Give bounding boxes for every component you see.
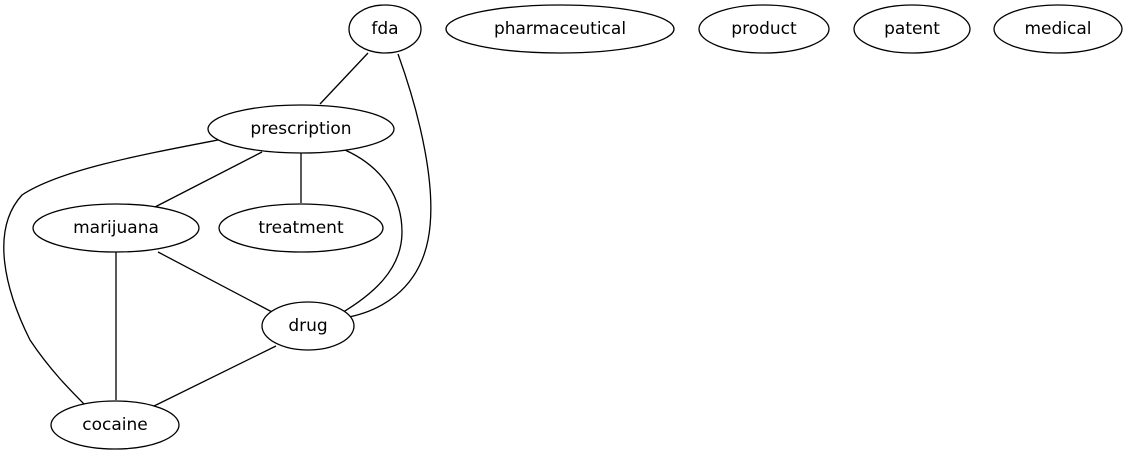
edge-layer bbox=[3, 52, 432, 409]
edge-drug-cocaine bbox=[149, 345, 277, 409]
edge-marijuana-drug bbox=[157, 251, 273, 313]
node-fda[interactable]: fda bbox=[348, 4, 422, 54]
node-label: medical bbox=[1024, 19, 1091, 39]
node-pharmaceutical[interactable]: pharmaceutical bbox=[445, 4, 675, 54]
node-label: marijuana bbox=[73, 218, 159, 238]
edge-prescription-cocaine bbox=[3, 139, 219, 409]
edge-fda-prescription bbox=[319, 52, 369, 105]
node-label: prescription bbox=[250, 119, 351, 139]
node-treatment[interactable]: treatment bbox=[218, 203, 384, 253]
node-patent[interactable]: patent bbox=[853, 4, 971, 54]
node-label: pharmaceutical bbox=[494, 19, 626, 39]
node-label: drug bbox=[288, 316, 327, 336]
node-prescription[interactable]: prescription bbox=[207, 104, 395, 154]
edge-prescription-marijuana bbox=[154, 151, 263, 208]
node-medical[interactable]: medical bbox=[993, 4, 1123, 54]
node-cocaine[interactable]: cocaine bbox=[50, 400, 180, 450]
node-label: product bbox=[731, 19, 797, 39]
node-label: cocaine bbox=[82, 415, 147, 435]
edge-fda-drug bbox=[343, 53, 432, 319]
node-label: fda bbox=[371, 19, 398, 39]
node-drug[interactable]: drug bbox=[261, 301, 355, 351]
node-label: patent bbox=[884, 19, 940, 39]
node-label: treatment bbox=[258, 218, 344, 238]
node-layer: fda pharmaceutical product patent medica… bbox=[32, 4, 1123, 450]
node-product[interactable]: product bbox=[698, 4, 830, 54]
edge-prescription-drug bbox=[339, 149, 403, 315]
node-marijuana[interactable]: marijuana bbox=[32, 203, 200, 253]
